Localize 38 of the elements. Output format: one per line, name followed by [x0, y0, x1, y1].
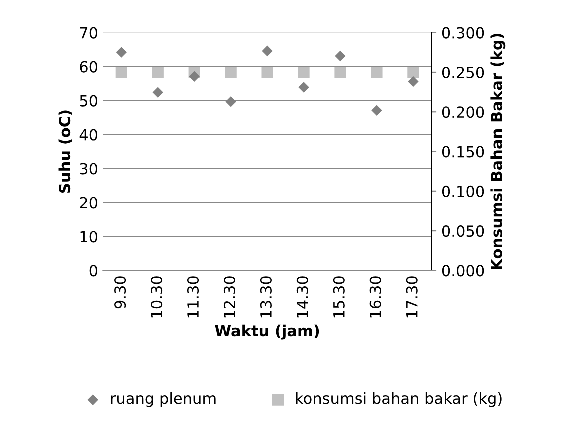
- point: [408, 76, 419, 88]
- y-tick-label: 60: [80, 61, 98, 73]
- x-tick-label: 15.30: [333, 276, 345, 318]
- y2-tick-label: 0.000: [442, 265, 484, 277]
- x-tick-label: 14.30: [296, 276, 308, 318]
- point: [335, 50, 346, 62]
- point: [152, 87, 164, 98]
- y2-tick-label: 0.200: [442, 106, 484, 118]
- x-tick-label: 13.30: [260, 276, 272, 318]
- x-tick-label: 12.30: [224, 276, 236, 318]
- x-tick-label: 17.30: [406, 276, 418, 318]
- y-tick-label: 40: [80, 129, 98, 141]
- y-tick-label: 70: [80, 27, 98, 39]
- point: [116, 47, 128, 58]
- legend-label: konsumsi bahan bakar (kg): [296, 392, 502, 408]
- point: [262, 46, 273, 57]
- x-tick-label: 16.30: [370, 276, 382, 318]
- x-tick-label: 11.30: [187, 276, 200, 318]
- point: [372, 105, 382, 116]
- y-tick-label: 0: [90, 265, 98, 277]
- y-tick-label: 20: [80, 197, 98, 209]
- x-axis-title: Waktu (jam): [215, 324, 320, 340]
- y-axis-title: Suhu (oC): [58, 110, 72, 193]
- y-tick-label: 30: [80, 163, 98, 175]
- point: [226, 96, 236, 108]
- y2-tick-label: 0.250: [442, 66, 484, 79]
- y-tick-label: 50: [80, 95, 98, 107]
- x-tick-label: 10.30: [151, 276, 163, 318]
- point: [189, 71, 200, 82]
- y2-tick-label: 0.050: [442, 226, 484, 238]
- y2-tick-label: 0.150: [442, 146, 484, 158]
- y2-tick-label: 0.100: [442, 186, 484, 198]
- legend-label: ruang plenum: [111, 392, 216, 408]
- point: [298, 82, 310, 93]
- y2-axis-title: Konsumsi Bahan Bakar (kg): [490, 34, 506, 270]
- y2-tick-label: 0.300: [442, 27, 484, 39]
- y-tick-label: 10: [80, 231, 98, 243]
- x-tick-label: 9.30: [114, 276, 126, 309]
